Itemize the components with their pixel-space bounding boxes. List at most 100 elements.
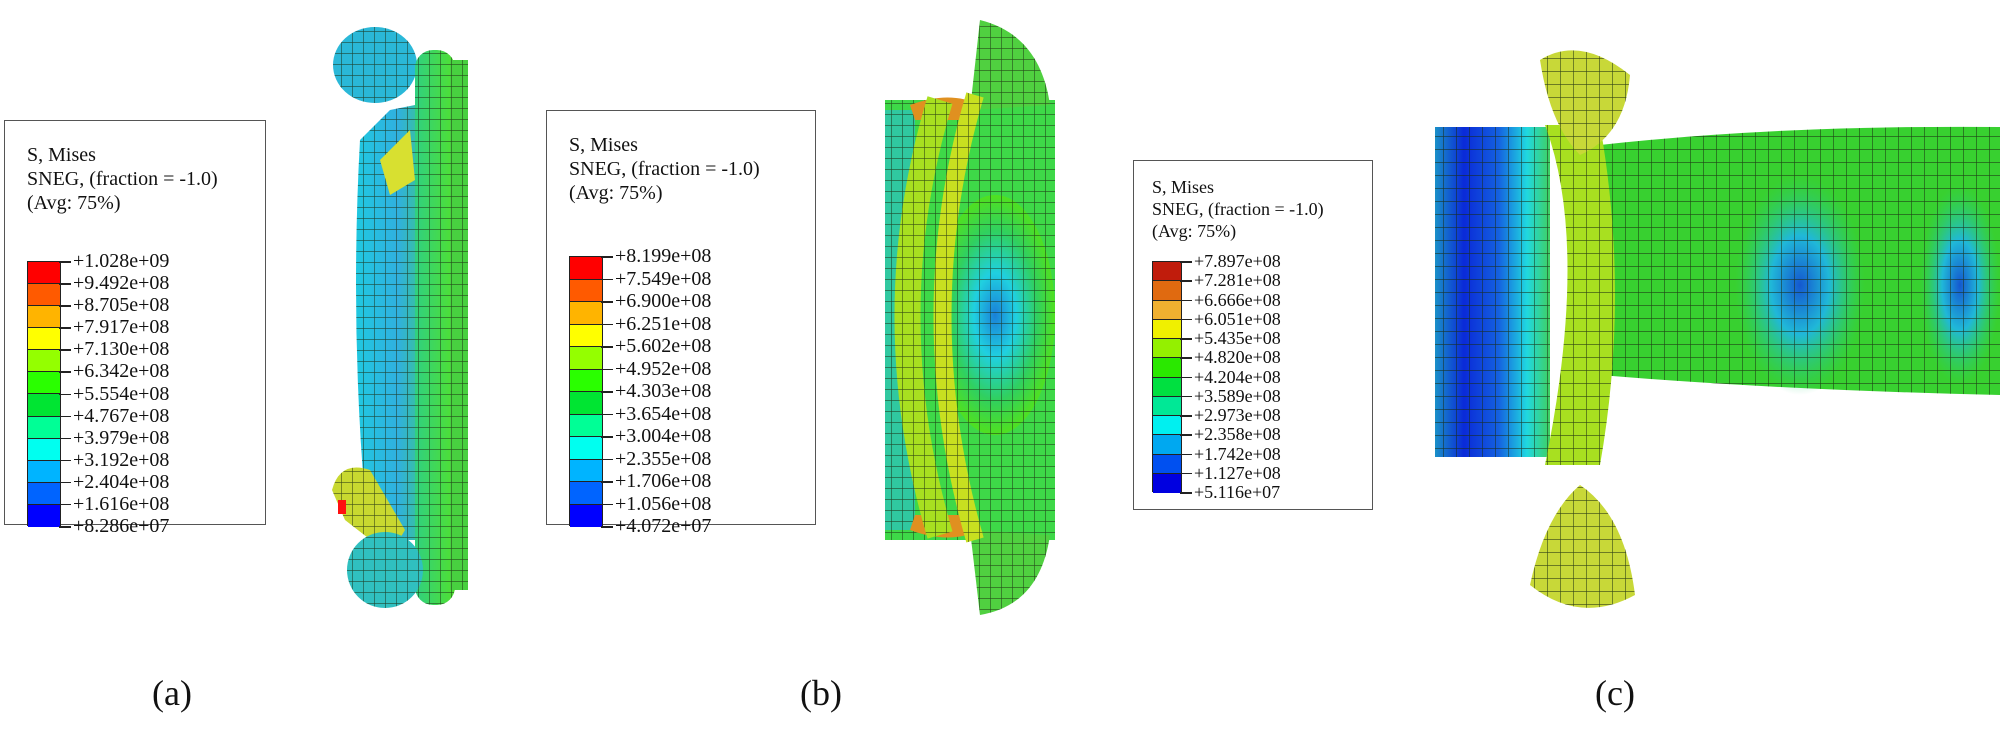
fe-model-panel-c <box>1430 45 2000 640</box>
scale-value-label: +5.554e+08 <box>73 382 170 405</box>
color-swatch <box>28 394 60 417</box>
scale-tick <box>601 256 613 258</box>
color-swatch <box>570 414 602 437</box>
scale-value-label: +3.979e+08 <box>73 426 170 449</box>
scale-tick <box>1180 318 1192 321</box>
color-scale <box>27 261 61 527</box>
legend-averaging: (Avg: 75%) <box>1152 221 1237 241</box>
scale-value-label: +4.204e+08 <box>1194 366 1281 387</box>
color-swatch <box>1153 396 1181 416</box>
scale-value-label: +6.051e+08 <box>1194 308 1281 329</box>
scale-tick <box>601 301 613 303</box>
scale-value-label: +1.127e+08 <box>1194 462 1281 483</box>
color-swatch <box>28 504 60 527</box>
color-swatch <box>28 438 60 461</box>
fe-model-panel-a <box>330 20 500 620</box>
color-swatch <box>28 328 60 351</box>
scale-tick <box>1180 492 1192 494</box>
scale-tick <box>1180 434 1192 436</box>
legend-subtitle: SNEG, (fraction = -1.0) <box>1152 199 1324 219</box>
color-swatch <box>28 284 60 307</box>
scale-tick <box>59 371 71 373</box>
scale-tick <box>59 349 71 351</box>
scale-tick <box>601 526 613 528</box>
scale-value-label: +3.654e+08 <box>615 402 712 425</box>
scale-value-label: +4.072e+07 <box>615 515 712 537</box>
color-swatch <box>570 257 602 280</box>
color-scale <box>1152 261 1182 493</box>
color-swatch <box>570 482 602 505</box>
scale-tick <box>601 368 613 370</box>
color-swatch <box>570 324 602 347</box>
scale-value-label: +9.492e+08 <box>73 272 170 295</box>
color-swatch <box>28 350 60 373</box>
scale-tick <box>601 391 613 393</box>
legend-averaging: (Avg: 75%) <box>569 182 663 204</box>
scale-value-label: +1.706e+08 <box>615 470 712 492</box>
scale-tick <box>59 305 71 307</box>
scale-value-label: +2.358e+08 <box>1194 424 1281 445</box>
color-swatch <box>570 279 602 302</box>
scale-tick <box>1180 415 1192 417</box>
scale-value-label: +7.917e+08 <box>73 316 170 339</box>
color-swatch <box>1153 435 1181 455</box>
scale-tick <box>59 327 71 329</box>
scale-value-label: +6.251e+08 <box>615 312 712 335</box>
legend-panel-a: S, Mises SNEG, (fraction = -1.0) (Avg: 7… <box>4 120 266 536</box>
scale-value-label: +7.130e+08 <box>73 338 170 361</box>
scale-value-label: +3.589e+08 <box>1194 385 1281 406</box>
fe-model-panel-b <box>880 15 1055 620</box>
color-swatch <box>1153 339 1181 359</box>
scale-tick <box>1180 261 1192 263</box>
scale-value-label: +7.897e+08 <box>1194 251 1281 271</box>
scale-tick <box>601 458 613 460</box>
color-swatch <box>1153 454 1181 474</box>
legend-panel-c: S, Mises SNEG, (fraction = -1.0) (Avg: 7… <box>1133 160 1373 510</box>
scale-value-label: +2.973e+08 <box>1194 405 1281 425</box>
scale-tick <box>59 261 71 263</box>
scale-value-label: +3.004e+08 <box>615 425 712 447</box>
scale-value-label: +1.742e+08 <box>1194 443 1281 464</box>
scale-value-label: +8.286e+07 <box>73 515 170 537</box>
scale-tick <box>1180 395 1192 398</box>
color-swatch <box>570 369 602 392</box>
scale-tick <box>1180 338 1192 340</box>
color-swatch <box>28 372 60 395</box>
scale-value-label: +2.404e+08 <box>73 470 170 493</box>
legend-title: S, Mises <box>1152 177 1215 197</box>
scale-value-label: +5.116e+07 <box>1194 482 1281 502</box>
caption-panel-a: (a) <box>152 673 192 713</box>
color-swatch <box>570 459 602 482</box>
legend-title: S, Mises <box>27 144 96 166</box>
scale-tick <box>59 526 71 528</box>
scale-value-label: +1.616e+08 <box>73 492 170 515</box>
scale-tick <box>601 481 613 483</box>
color-scale <box>569 256 603 527</box>
scale-tick <box>1180 299 1192 301</box>
legend-subtitle: SNEG, (fraction = -1.0) <box>569 158 760 180</box>
color-swatch <box>570 437 602 460</box>
color-swatch <box>28 262 60 285</box>
scale-tick <box>1180 280 1192 282</box>
scale-tick <box>601 323 613 325</box>
caption-panel-c: (c) <box>1595 673 1635 713</box>
scale-tick <box>59 415 71 418</box>
color-swatch <box>1153 262 1181 282</box>
color-swatch <box>28 482 60 505</box>
scale-tick <box>59 481 71 484</box>
scale-value-label: +5.602e+08 <box>615 335 712 357</box>
color-swatch <box>570 504 602 527</box>
scale-tick <box>59 393 71 395</box>
caption-panel-b: (b) <box>800 673 842 713</box>
scale-value-label: +7.549e+08 <box>615 267 712 290</box>
color-swatch <box>1153 300 1181 320</box>
color-swatch <box>570 347 602 370</box>
scale-tick <box>601 346 613 348</box>
scale-value-label: +2.355e+08 <box>615 447 712 470</box>
color-swatch <box>570 302 602 325</box>
stress-contour-mesh <box>332 27 468 608</box>
scale-tick <box>1180 472 1192 475</box>
stress-contour-mesh <box>885 20 1055 615</box>
scale-tick <box>1180 357 1192 359</box>
color-swatch <box>28 306 60 329</box>
